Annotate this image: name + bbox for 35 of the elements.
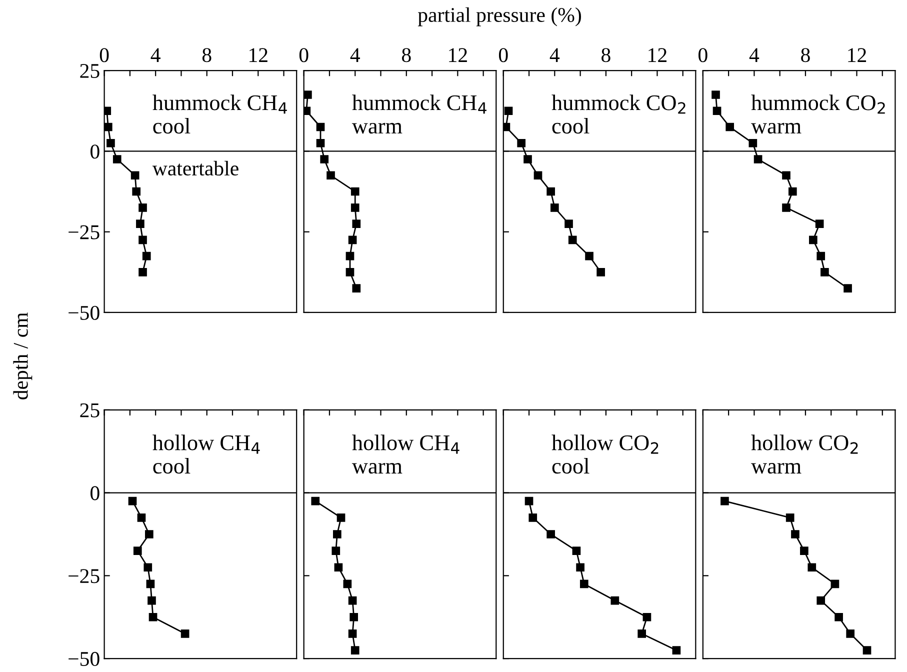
x-tick-label: 0 [299,48,308,62]
chart-title: hollow CO$_{2}$ cool [552,434,658,474]
y-tick-label: 25 [80,403,100,418]
ref-line-label: watertable [152,160,238,176]
y-tick-label: −50 [68,306,100,320]
chart-title: hummock CH$_{4}$ cool [152,94,287,134]
y-tick-label: −25 [68,569,100,584]
x-tick-label: 8 [202,48,212,62]
x-tick-label: 0 [698,48,708,62]
y-tick-label: 0 [90,144,100,159]
chart-title: hummock CH$_{4}$ warm [352,94,486,134]
x-tick-label: 8 [602,48,610,62]
x-tick-label: 12 [449,48,467,62]
chart-title: hollow CH$_{4}$ warm [352,434,460,474]
x-tick-label: 0 [498,48,508,62]
x-tick-label: 0 [100,48,109,62]
chart-title: hollow CH$_{4}$ cool [152,434,260,474]
x-tick-label: 4 [350,48,360,62]
y-tick-label: 25 [80,64,100,78]
y-tick-label: 0 [90,486,100,500]
y-axis-title: depth / cm [13,312,32,400]
x-tick-label: 8 [801,48,810,62]
x-tick-label: 4 [150,48,160,62]
y-tick-label: −25 [68,225,100,240]
chart-title: hollow CO$_{2}$ warm [751,434,858,474]
x-tick-label: 8 [402,48,411,62]
x-tick-label: 12 [848,48,866,62]
y-tick-label: −50 [68,652,100,666]
x-axis-title: partial pressure (%) [418,7,581,26]
x-tick-label: 12 [648,48,666,62]
x-tick-label: 4 [749,48,760,62]
chart-title: hummock CO$_{2}$ cool [552,94,686,134]
x-tick-label: 12 [250,48,268,62]
chart-title: hummock CO$_{2}$ warm [751,94,885,134]
x-tick-label: 4 [550,48,560,62]
